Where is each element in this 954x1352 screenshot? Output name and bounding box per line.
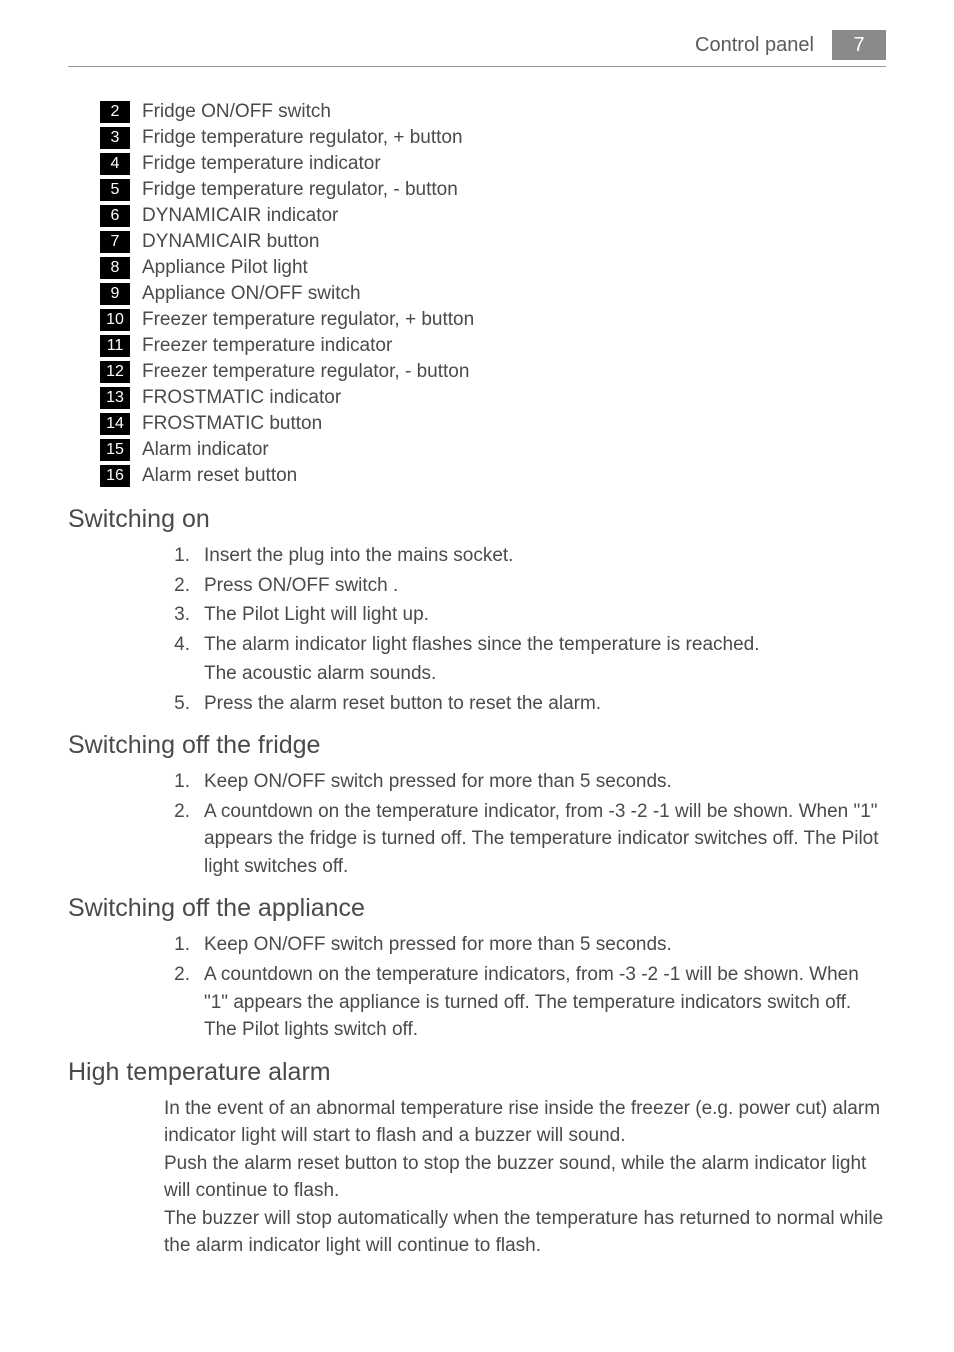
legend-row: 4 Fridge temperature indicator: [100, 153, 886, 175]
legend-badge: 12: [100, 361, 130, 383]
legend-row: 12 Freezer temperature regulator, - butto…: [100, 361, 886, 383]
legend-row: 16 Alarm reset button: [100, 465, 886, 487]
list-text: Keep ON/OFF switch pressed for more than…: [204, 931, 886, 959]
list-number: 2.: [164, 961, 204, 1044]
legend-row: 10 Freezer temperature regulator, + butto…: [100, 309, 886, 331]
legend-label: DYNAMICAIR indicator: [142, 205, 338, 227]
legend-label: Freezer temperature indicator: [142, 335, 392, 357]
legend-label: Fridge temperature regulator, + button: [142, 127, 463, 149]
list-item: 2.Press ON/OFF switch .: [164, 572, 886, 600]
list-text: The Pilot Light will light up.: [204, 601, 886, 629]
legend-label: FROSTMATIC indicator: [142, 387, 341, 409]
legend-badge: 16: [100, 465, 130, 487]
list-text: A countdown on the temperature indicator…: [204, 798, 886, 881]
legend-label: DYNAMICAIR button: [142, 231, 319, 253]
list-item: 2.A countdown on the temperature indicat…: [164, 961, 886, 1044]
list-text: Press the alarm reset button to reset th…: [204, 690, 886, 718]
legend-badge: 9: [100, 283, 130, 305]
list-text: Keep ON/OFF switch pressed for more than…: [204, 768, 886, 796]
legend-label: Fridge temperature regulator, - button: [142, 179, 458, 201]
legend-label: Fridge temperature indicator: [142, 153, 381, 175]
list-text-line: The alarm indicator light flashes since …: [204, 634, 760, 655]
legend-badge: 8: [100, 257, 130, 279]
list-text: The alarm indicator light flashes since …: [204, 631, 886, 688]
heading-switching-on: Switching on: [68, 505, 886, 534]
heading-high-temp-alarm: High temperature alarm: [68, 1058, 886, 1087]
legend-row: 14 FROSTMATIC button: [100, 413, 886, 435]
list-text: Insert the plug into the mains socket.: [204, 542, 886, 570]
list-switching-off-appliance: 1.Keep ON/OFF switch pressed for more th…: [164, 931, 886, 1043]
legend-badge: 3: [100, 127, 130, 149]
legend-badge: 10: [100, 309, 130, 331]
legend-row: 7 DYNAMICAIR button: [100, 231, 886, 253]
list-item: 1.Insert the plug into the mains socket.: [164, 542, 886, 570]
legend-row: 13 FROSTMATIC indicator: [100, 387, 886, 409]
legend-row: 6 DYNAMICAIR indicator: [100, 205, 886, 227]
list-item: 2.A countdown on the temperature indicat…: [164, 798, 886, 881]
legend-badge: 11: [100, 335, 130, 357]
legend-badge: 7: [100, 231, 130, 253]
legend-row: 8 Appliance Pilot light: [100, 257, 886, 279]
legend-badge: 6: [100, 205, 130, 227]
paragraph: Push the alarm reset button to stop the …: [164, 1150, 886, 1205]
paragraph: In the event of an abnormal temperature …: [164, 1095, 886, 1150]
list-item: 5.Press the alarm reset button to reset …: [164, 690, 886, 718]
legend-badge: 15: [100, 439, 130, 461]
legend-row: 3 Fridge temperature regulator, + button: [100, 127, 886, 149]
list-item: 4.The alarm indicator light flashes sinc…: [164, 631, 886, 688]
list-number: 3.: [164, 601, 204, 629]
legend-label: Freezer temperature regulator, + button: [142, 309, 474, 331]
legend-row: 9 Appliance ON/OFF switch: [100, 283, 886, 305]
legend-badge: 2: [100, 101, 130, 123]
legend-badge: 13: [100, 387, 130, 409]
legend-label: Appliance Pilot light: [142, 257, 308, 279]
list-number: 1.: [164, 542, 204, 570]
legend-badge: 5: [100, 179, 130, 201]
list-number: 1.: [164, 768, 204, 796]
legend-label: Alarm reset button: [142, 465, 297, 487]
legend-label: Alarm indicator: [142, 439, 269, 461]
list-number: 4.: [164, 631, 204, 688]
list-switching-on: 1.Insert the plug into the mains socket.…: [164, 542, 886, 717]
list-item: 3.The Pilot Light will light up.: [164, 601, 886, 629]
list-item: 1.Keep ON/OFF switch pressed for more th…: [164, 931, 886, 959]
list-number: 1.: [164, 931, 204, 959]
legend-row: 15 Alarm indicator: [100, 439, 886, 461]
control-legend: 2 Fridge ON/OFF switch 3 Fridge temperatur…: [100, 101, 886, 487]
header-title: Control panel: [695, 34, 814, 57]
paragraph: The buzzer will stop automatically when …: [164, 1205, 886, 1260]
legend-label: Appliance ON/OFF switch: [142, 283, 361, 305]
legend-badge: 14: [100, 413, 130, 435]
list-text: A countdown on the temperature indicator…: [204, 961, 886, 1044]
page-header: Control panel 7: [68, 30, 886, 67]
legend-label: FROSTMATIC button: [142, 413, 322, 435]
list-item: 1.Keep ON/OFF switch pressed for more th…: [164, 768, 886, 796]
legend-badge: 4: [100, 153, 130, 175]
list-number: 5.: [164, 690, 204, 718]
legend-label: Fridge ON/OFF switch: [142, 101, 331, 123]
legend-row: 5 Fridge temperature regulator, - button: [100, 179, 886, 201]
legend-row: 11 Freezer temperature indicator: [100, 335, 886, 357]
list-number: 2.: [164, 798, 204, 881]
page-number-box: 7: [832, 30, 886, 60]
list-text-subline: The acoustic alarm sounds.: [204, 660, 886, 688]
list-text: Press ON/OFF switch .: [204, 572, 886, 600]
list-switching-off-fridge: 1.Keep ON/OFF switch pressed for more th…: [164, 768, 886, 880]
legend-label: Freezer temperature regulator, - button: [142, 361, 469, 383]
heading-switching-off-fridge: Switching off the fridge: [68, 731, 886, 760]
list-number: 2.: [164, 572, 204, 600]
heading-switching-off-appliance: Switching off the appliance: [68, 894, 886, 923]
legend-row: 2 Fridge ON/OFF switch: [100, 101, 886, 123]
